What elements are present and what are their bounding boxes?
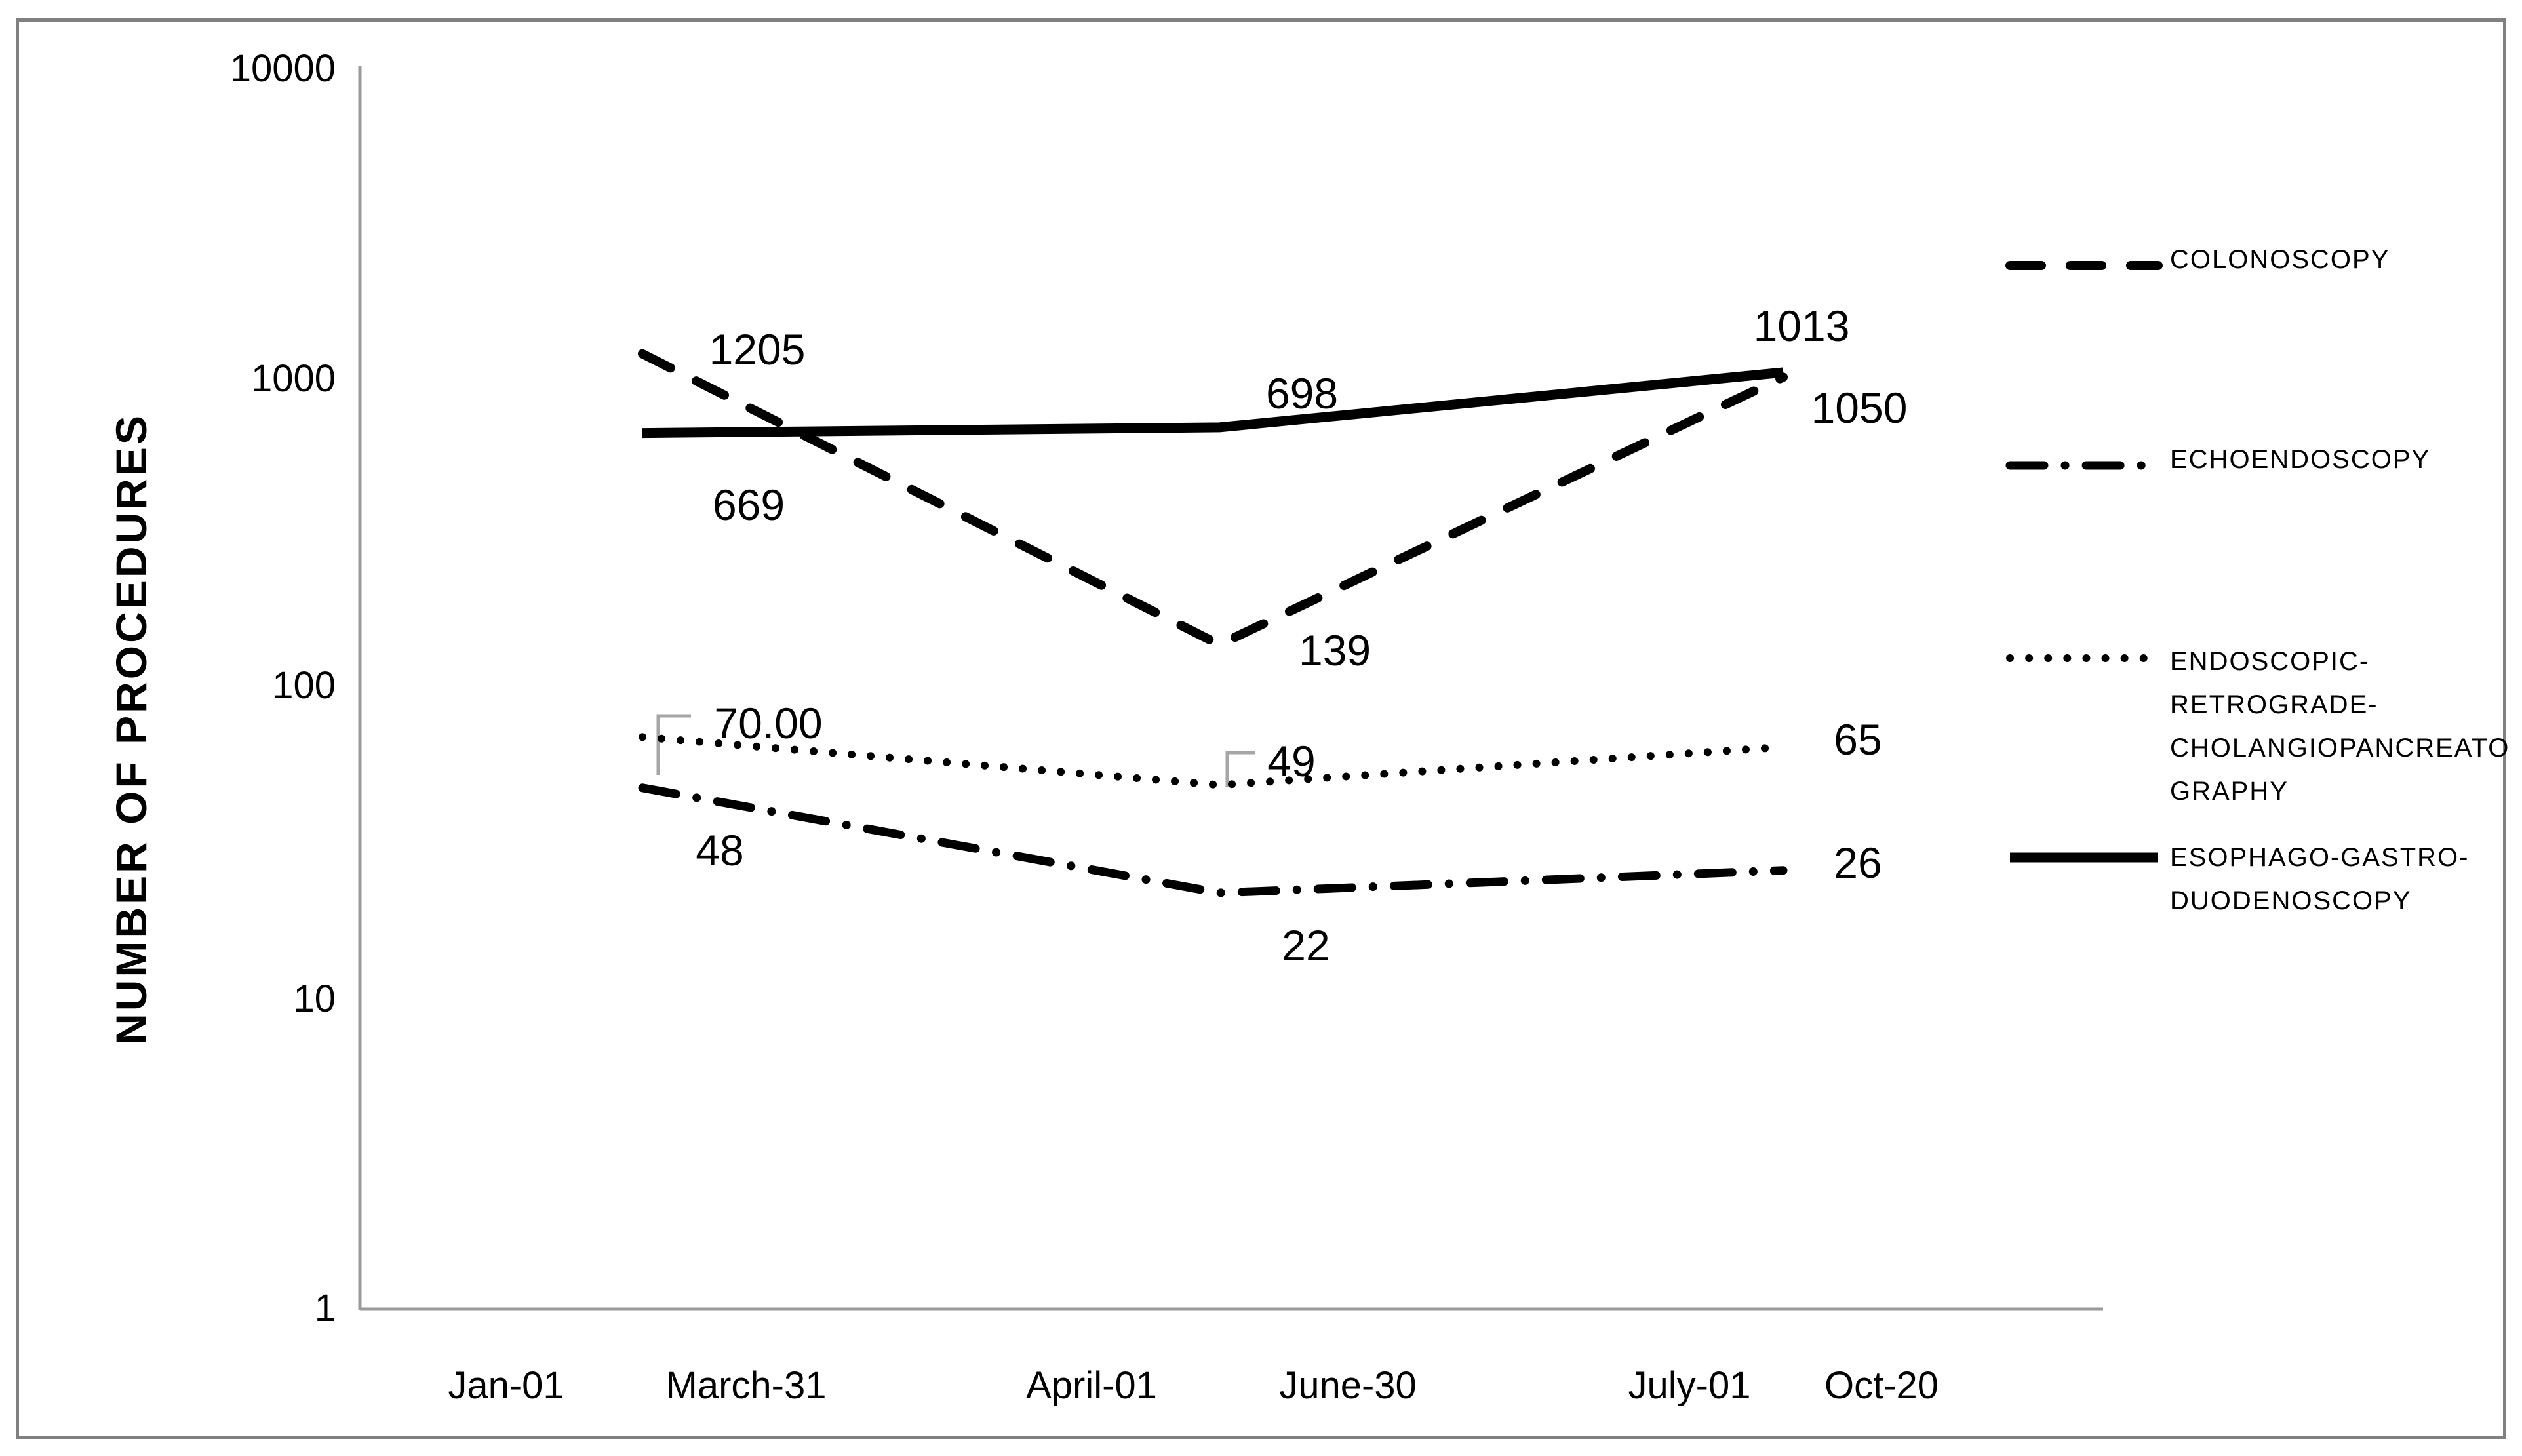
data-label-colonoscopy-139: 139 xyxy=(1298,626,1371,675)
y-axis-title: NUMBER OF PROCEDURES xyxy=(107,413,155,1045)
legend-line: CHOLANGIOPANCREATO xyxy=(2170,734,2510,762)
series-line-echoendoscopy xyxy=(638,783,1788,897)
data-label-colonoscopy-1013: 1013 xyxy=(1753,302,1850,350)
y-tick-1000: 1000 xyxy=(250,357,336,400)
series-line-endoscopic-retrograde-cholangiopancreatography xyxy=(639,733,1787,789)
x-label-march-31: March-31 xyxy=(665,1364,827,1407)
data-label-egd-669: 669 xyxy=(712,481,785,529)
data-label-echoendoscopy-48: 48 xyxy=(696,826,744,875)
legend-label-echoendoscopy: ECHOENDOSCOPY xyxy=(2170,444,2430,475)
series-line-colonoscopy xyxy=(638,349,1788,650)
leader-line-49 xyxy=(1225,751,1255,787)
data-label-egd-1050: 1050 xyxy=(1811,384,1908,432)
data-label-echoendoscopy-26: 26 xyxy=(1834,838,1882,887)
y-tick-10: 10 xyxy=(293,977,336,1020)
legend-label-colonoscopy: COLONOSCOPY xyxy=(2170,244,2390,275)
legend-label-esophago-gastro-duodenoscopy: ESOPHAGO-GASTRO- DUODENOSCOPY xyxy=(2170,836,2470,922)
data-label-ercp-65: 65 xyxy=(1834,715,1882,764)
data-label-ercp-70: 70.00 xyxy=(714,699,823,747)
series-line-esophago-gastro-duodenoscopy xyxy=(642,367,1784,439)
x-label-july-01: July-01 xyxy=(1628,1364,1751,1407)
data-label-egd-698: 698 xyxy=(1265,369,1339,418)
data-label-ercp-49: 49 xyxy=(1267,737,1316,785)
x-label-oct-20: Oct-20 xyxy=(1824,1364,1939,1407)
data-label-colonoscopy-1205: 1205 xyxy=(709,325,806,374)
legend-line: ECHOENDOSCOPY xyxy=(2170,445,2431,474)
chart-frame xyxy=(16,18,2506,1439)
y-tick-10000: 10000 xyxy=(229,47,336,90)
x-label-june-30: June-30 xyxy=(1279,1364,1417,1407)
legend-label-ercp: ENDOSCOPIC- RETROGRADE- CHOLANGIOPANCREA… xyxy=(2170,640,2510,813)
legend-line: ENDOSCOPIC- xyxy=(2170,647,2370,676)
leader-line-70 xyxy=(656,714,691,775)
x-label-april-01: April-01 xyxy=(1026,1364,1157,1407)
legend-line: DUODENOSCOPY xyxy=(2170,886,2412,915)
data-label-echoendoscopy-22: 22 xyxy=(1282,921,1330,970)
legend-line: GRAPHY xyxy=(2170,777,2289,806)
y-tick-100: 100 xyxy=(272,664,336,707)
legend-line: RETROGRADE- xyxy=(2170,690,2378,719)
x-label-jan-01: Jan-01 xyxy=(448,1364,564,1407)
legend-line: ESOPHAGO-GASTRO- xyxy=(2170,843,2470,872)
y-tick-1: 1 xyxy=(314,1287,336,1329)
series-layer xyxy=(638,349,1788,897)
legend-line: COLONOSCOPY xyxy=(2170,245,2390,274)
